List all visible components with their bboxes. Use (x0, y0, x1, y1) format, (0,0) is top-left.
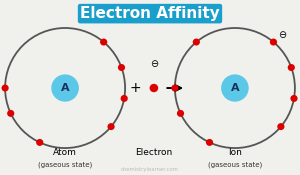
Text: A: A (61, 83, 69, 93)
Ellipse shape (177, 110, 184, 117)
Text: ⊖: ⊖ (150, 58, 158, 69)
Ellipse shape (7, 110, 14, 117)
Text: Ion: Ion (228, 148, 242, 157)
Text: (gaseous state): (gaseous state) (208, 161, 262, 167)
Ellipse shape (107, 123, 115, 130)
Ellipse shape (288, 64, 295, 71)
Ellipse shape (290, 95, 298, 102)
Ellipse shape (221, 74, 249, 102)
Ellipse shape (118, 64, 125, 71)
Ellipse shape (277, 123, 284, 130)
Text: Electron: Electron (135, 148, 172, 157)
Text: (gaseous state): (gaseous state) (38, 161, 92, 167)
Text: Electron Affinity: Electron Affinity (80, 6, 220, 21)
Ellipse shape (121, 95, 128, 102)
Ellipse shape (171, 85, 178, 92)
Text: A: A (231, 83, 239, 93)
Text: chemistrylearner.com: chemistrylearner.com (121, 167, 179, 172)
Text: +: + (130, 81, 141, 95)
Ellipse shape (193, 38, 200, 46)
Text: ⊖: ⊖ (278, 30, 286, 40)
Ellipse shape (270, 38, 277, 46)
Ellipse shape (2, 85, 9, 92)
Ellipse shape (100, 38, 107, 46)
Ellipse shape (36, 139, 43, 146)
Ellipse shape (150, 84, 158, 92)
Text: Atom: Atom (53, 148, 77, 157)
Ellipse shape (51, 74, 79, 102)
Ellipse shape (206, 139, 213, 146)
